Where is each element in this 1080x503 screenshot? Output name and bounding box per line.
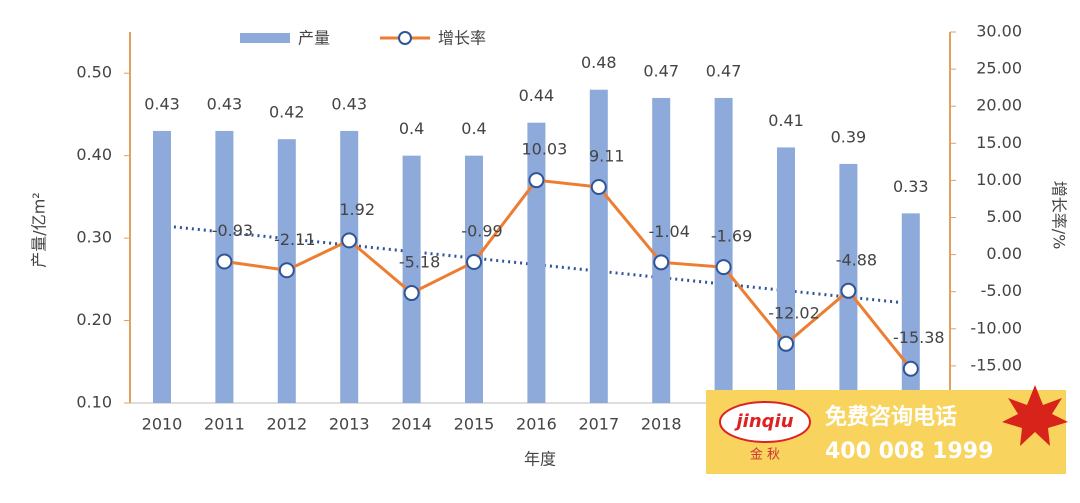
x-tick-label: 2016 <box>516 415 557 434</box>
line-point <box>590 179 607 196</box>
bar-value-label: 0.48 <box>581 53 617 72</box>
y-tick-label: 0.30 <box>76 228 112 247</box>
line-value-label: -2.11 <box>274 230 315 249</box>
ad-phone: 400 008 1999 <box>825 439 993 464</box>
bar-value-label: 0.41 <box>768 111 804 130</box>
line-point <box>466 253 482 270</box>
bar-value-label: 0.47 <box>706 61 742 80</box>
line-value-label: 1.92 <box>339 200 375 219</box>
line-value-label: -5.18 <box>399 253 440 272</box>
bar <box>465 155 483 403</box>
ad-logo <box>719 401 811 443</box>
line-value-label: -15.38 <box>893 328 945 347</box>
bar-value-label: 0.43 <box>331 94 367 113</box>
x-tick-label: 2014 <box>391 415 432 434</box>
line-value-label: -12.02 <box>768 303 820 322</box>
line-point <box>341 232 358 249</box>
bar-value-label: 0.4 <box>399 119 424 138</box>
bar <box>714 97 733 403</box>
x-tick-label: 2015 <box>454 415 495 434</box>
bar <box>901 213 920 403</box>
line-value-label: -1.69 <box>711 227 752 246</box>
y-tick-label: 0.20 <box>76 310 112 329</box>
y2-tick-label: 25.00 <box>976 59 1022 78</box>
ad-leaf <box>1002 385 1068 446</box>
line <box>224 178 912 370</box>
line-point <box>278 262 295 279</box>
y2-tick-label: 5.00 <box>986 207 1022 226</box>
line-value-label: 10.03 <box>521 140 567 159</box>
legend-marker <box>398 31 412 45</box>
legend-label: 产量 <box>298 29 330 48</box>
y2-tick-label: -10.00 <box>970 318 1022 337</box>
y2-tick-label: 30.00 <box>976 22 1022 41</box>
x-tick-label: 2010 <box>142 415 183 434</box>
x-tick-label: 2011 <box>204 415 245 434</box>
y2-tick-label: -15.00 <box>970 355 1022 374</box>
bar <box>652 97 671 403</box>
line-point <box>902 360 919 377</box>
ad-brand-cn: 金 秋 <box>750 447 780 463</box>
legend-label: 增长率 <box>438 29 486 48</box>
ad-brand: jinqiu <box>733 411 793 432</box>
y-tick-label: 0.10 <box>76 393 112 412</box>
bar-value-label: 0.39 <box>831 127 867 146</box>
bar <box>777 147 795 403</box>
bar-value-label: 0.4 <box>461 119 486 138</box>
bar <box>402 155 421 403</box>
bar <box>589 89 608 403</box>
y2-tick-label: 10.00 <box>976 170 1022 189</box>
line-point <box>528 172 545 189</box>
bar-value-label: 0.42 <box>269 103 305 122</box>
y2-tick-label: 0.00 <box>986 244 1022 263</box>
line-point <box>778 335 794 352</box>
line-point <box>403 285 420 302</box>
y-tick-label: 0.40 <box>76 145 112 164</box>
line-value-label: -4.88 <box>836 250 877 269</box>
x-tick-label: 2018 <box>641 415 682 434</box>
y2-tick-label: -5.00 <box>981 281 1022 300</box>
line-value-label: -0.99 <box>461 221 502 240</box>
x-tick-label: 2013 <box>329 415 370 434</box>
y2-tick-label: 15.00 <box>976 133 1022 152</box>
line-value-label: -0.93 <box>212 221 253 240</box>
bar <box>153 130 171 403</box>
line-point <box>216 253 233 270</box>
bar <box>340 130 359 403</box>
bar-value-label: 0.47 <box>643 61 679 80</box>
line-point <box>840 282 857 299</box>
bar-value-label: 0.43 <box>144 94 180 113</box>
y-tick-label: 0.50 <box>76 63 112 82</box>
y-axis-title: 产量/亿m² <box>30 192 49 267</box>
line-value-label: -1.04 <box>648 222 689 241</box>
ad-slogan: 免费咨询电话 <box>825 404 957 430</box>
legend-swatch <box>240 33 290 43</box>
y2-tick-label: 20.00 <box>976 96 1022 115</box>
line-value-label: 9.11 <box>589 147 625 166</box>
x-tick-label: 2012 <box>266 415 307 434</box>
line-point <box>653 254 670 271</box>
bar <box>527 122 546 403</box>
x-axis-title: 年度 <box>524 450 556 469</box>
bar-value-label: 0.44 <box>519 86 555 105</box>
line-point <box>715 259 732 276</box>
bar-value-label: 0.43 <box>207 94 243 113</box>
y2-axis-title: 增长率/% <box>1050 181 1069 250</box>
bar-value-label: 0.33 <box>893 177 929 196</box>
x-tick-label: 2017 <box>578 415 619 434</box>
ad-banner[interactable]: jinqiu 金 秋 免费咨询电话 400 008 1999 <box>706 385 1068 474</box>
